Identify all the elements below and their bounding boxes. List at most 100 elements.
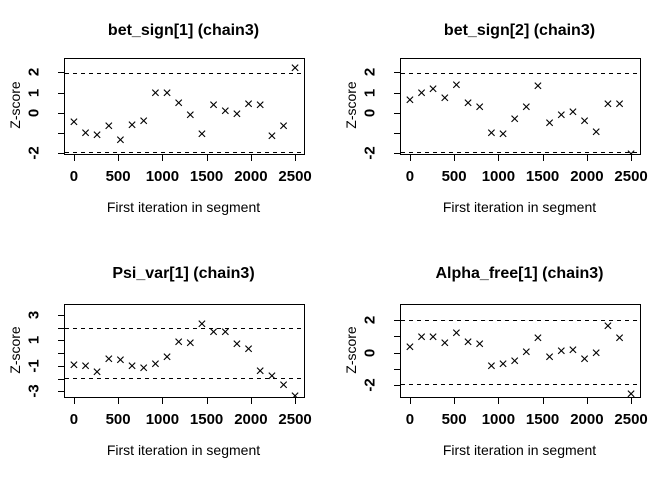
data-point-marker: ×: [579, 113, 590, 131]
x-tick: [250, 155, 252, 161]
plot-title: bet_sign[1] (chain3): [107, 22, 260, 39]
x-tick-label: 0: [69, 411, 79, 428]
data-point-marker: ×: [127, 117, 137, 135]
subplot-bet-sign-2: bet_sign[2] (chain3) Z-score × × × × × × × × × × ×…: [336, 0, 672, 240]
x-tick-label: 500: [105, 411, 131, 428]
y-tick: [394, 336, 400, 338]
y-tick-label: 1: [25, 336, 43, 345]
data-point-marker: ×: [243, 96, 254, 114]
x-tick: [409, 398, 411, 404]
data-point-marker: ×: [521, 99, 531, 117]
y-tick-label: -3: [25, 384, 43, 399]
data-point-marker: ×: [208, 324, 219, 342]
plot-area: × × × × × × × × × × × × × × × × × × × ×: [400, 58, 641, 155]
x-tick: [409, 155, 411, 161]
data-point-marker: ×: [603, 317, 613, 335]
y-tick: [58, 133, 64, 134]
data-point-marker: ×: [115, 131, 126, 149]
y-tick-label: 0: [361, 348, 379, 357]
data-point-marker: ×: [556, 343, 566, 361]
data-point-marker: ×: [185, 107, 195, 125]
x-tick: [586, 398, 588, 404]
data-point-marker: ×: [475, 335, 485, 353]
y-tick-label: 1: [25, 88, 43, 97]
y-tick: [394, 133, 400, 134]
data-point-marker: ×: [463, 95, 473, 113]
data-point-marker: ×: [150, 355, 161, 373]
y-tick: [58, 153, 64, 155]
x-tick-label: 2000: [570, 168, 604, 185]
data-point-marker: ×: [626, 385, 636, 398]
data-point-marker: ×: [243, 341, 254, 358]
data-point-marker: ×: [69, 113, 79, 131]
confidence-limit-line: [65, 377, 304, 379]
x-tick-label: 1000: [481, 411, 516, 428]
confidence-limit-line: [65, 151, 304, 153]
data-point-marker: ×: [428, 328, 438, 346]
data-point-marker: ×: [220, 323, 230, 341]
y-tick-label: -2: [361, 146, 379, 160]
data-point-marker: ×: [162, 84, 172, 102]
y-tick: [394, 112, 400, 114]
data-point-marker: ×: [69, 356, 79, 374]
x-tick-label: 0: [69, 168, 79, 185]
y-tick-label: 2: [361, 68, 379, 77]
x-tick-label: 2000: [234, 168, 268, 185]
data-point-marker: ×: [197, 126, 207, 144]
data-point-marker: ×: [614, 95, 625, 113]
data-point-marker: ×: [428, 81, 438, 99]
x-tick: [295, 398, 297, 404]
x-tick: [162, 398, 164, 404]
data-point-marker: ×: [115, 351, 126, 369]
x-tick-label: 1500: [525, 168, 560, 185]
data-point-marker: ×: [104, 351, 114, 369]
data-point-marker: ×: [440, 90, 450, 108]
x-tick: [118, 398, 120, 404]
data-point-marker: ×: [80, 357, 91, 375]
data-point-marker: ×: [475, 99, 485, 117]
x-tick: [250, 398, 252, 404]
data-point-marker: ×: [591, 124, 601, 142]
y-axis-label: Z-score: [343, 326, 359, 374]
x-tick-label: 500: [441, 411, 467, 428]
data-point-marker: ×: [510, 111, 520, 128]
plot-area: × × × × × × × × × × × × × × × × × × × ×: [64, 58, 305, 155]
data-point-marker: ×: [486, 124, 497, 142]
plot-area: × × × × × × × × × × × × × × × × × × × ×: [64, 304, 305, 398]
y-tick: [58, 340, 64, 342]
data-point-marker: ×: [544, 115, 555, 133]
x-tick-label: 2500: [278, 168, 312, 185]
x-tick: [162, 155, 164, 161]
y-tick-label: -2: [25, 146, 43, 160]
x-tick-label: 2000: [570, 411, 604, 428]
x-tick-label: 1500: [189, 411, 224, 428]
x-tick-label: 1500: [525, 411, 560, 428]
x-tick: [498, 398, 500, 404]
y-tick: [394, 72, 400, 74]
y-tick: [58, 391, 64, 393]
plot-title: Psi_var[1] (chain3): [112, 265, 255, 282]
y-tick: [394, 153, 400, 155]
x-tick: [542, 398, 544, 404]
data-point-marker: ×: [544, 348, 555, 366]
x-tick: [73, 398, 75, 404]
x-tick-label: 2500: [614, 168, 648, 185]
x-tick: [454, 155, 456, 161]
y-tick-label: -2: [361, 378, 379, 392]
subplot-alpha-free-1: Alpha_free[1] (chain3) Z-score × × × × × × × × ×…: [336, 240, 672, 480]
x-tick: [498, 155, 500, 161]
x-axis-label: First iteration in segment: [442, 442, 597, 458]
data-point-marker: ×: [498, 356, 508, 374]
data-point-marker: ×: [579, 350, 590, 368]
y-tick: [58, 327, 64, 329]
x-tick-label: 1000: [145, 168, 180, 185]
x-tick-label: 2000: [234, 411, 268, 428]
data-point-marker: ×: [139, 112, 149, 130]
data-point-marker: ×: [440, 334, 450, 352]
y-tick: [58, 314, 64, 316]
x-tick: [631, 398, 633, 404]
plot-title: Alpha_free[1] (chain3): [435, 265, 604, 282]
x-axis-label: First iteration in segment: [106, 199, 261, 215]
y-tick: [394, 369, 400, 370]
